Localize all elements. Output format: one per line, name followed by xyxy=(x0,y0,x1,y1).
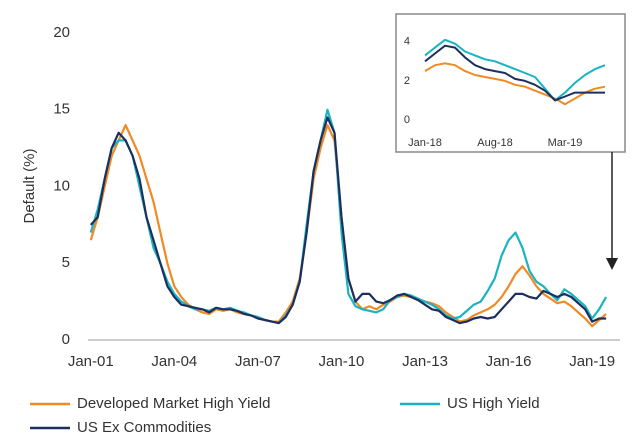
y-tick-label: 4 xyxy=(404,36,410,48)
y-tick-label: 15 xyxy=(53,101,70,118)
series-line xyxy=(89,108,608,325)
x-tick-label: Mar-19 xyxy=(548,137,583,149)
series-line xyxy=(89,116,607,325)
x-tick-label: Jan-10 xyxy=(319,353,365,370)
arrow-head xyxy=(606,258,618,270)
series-line xyxy=(424,38,606,102)
series-line xyxy=(424,62,606,106)
series-line xyxy=(424,44,605,102)
x-tick-label: Jan-19 xyxy=(569,353,615,370)
y-tick-label: 0 xyxy=(62,331,70,348)
legend-label: Developed Market High Yield xyxy=(77,395,270,412)
y-tick-label: 10 xyxy=(53,177,70,194)
y-axis-label: Default (%) xyxy=(21,148,38,223)
x-tick-label: Jan-18 xyxy=(408,137,442,149)
x-tick-label: Jan-13 xyxy=(402,353,448,370)
x-tick-label: Jan-07 xyxy=(235,353,281,370)
x-tick-label: Aug-18 xyxy=(477,137,512,149)
legend-label: US Ex Commodities xyxy=(77,419,211,436)
y-tick-label: 5 xyxy=(62,254,70,271)
y-tick-label: 20 xyxy=(53,24,70,41)
y-tick-label: 0 xyxy=(404,114,410,126)
x-tick-label: Jan-04 xyxy=(151,353,197,370)
legend-label: US High Yield xyxy=(447,395,540,412)
x-tick-label: Jan-01 xyxy=(68,353,114,370)
y-tick-label: 2 xyxy=(404,75,410,87)
x-tick-label: Jan-16 xyxy=(486,353,532,370)
